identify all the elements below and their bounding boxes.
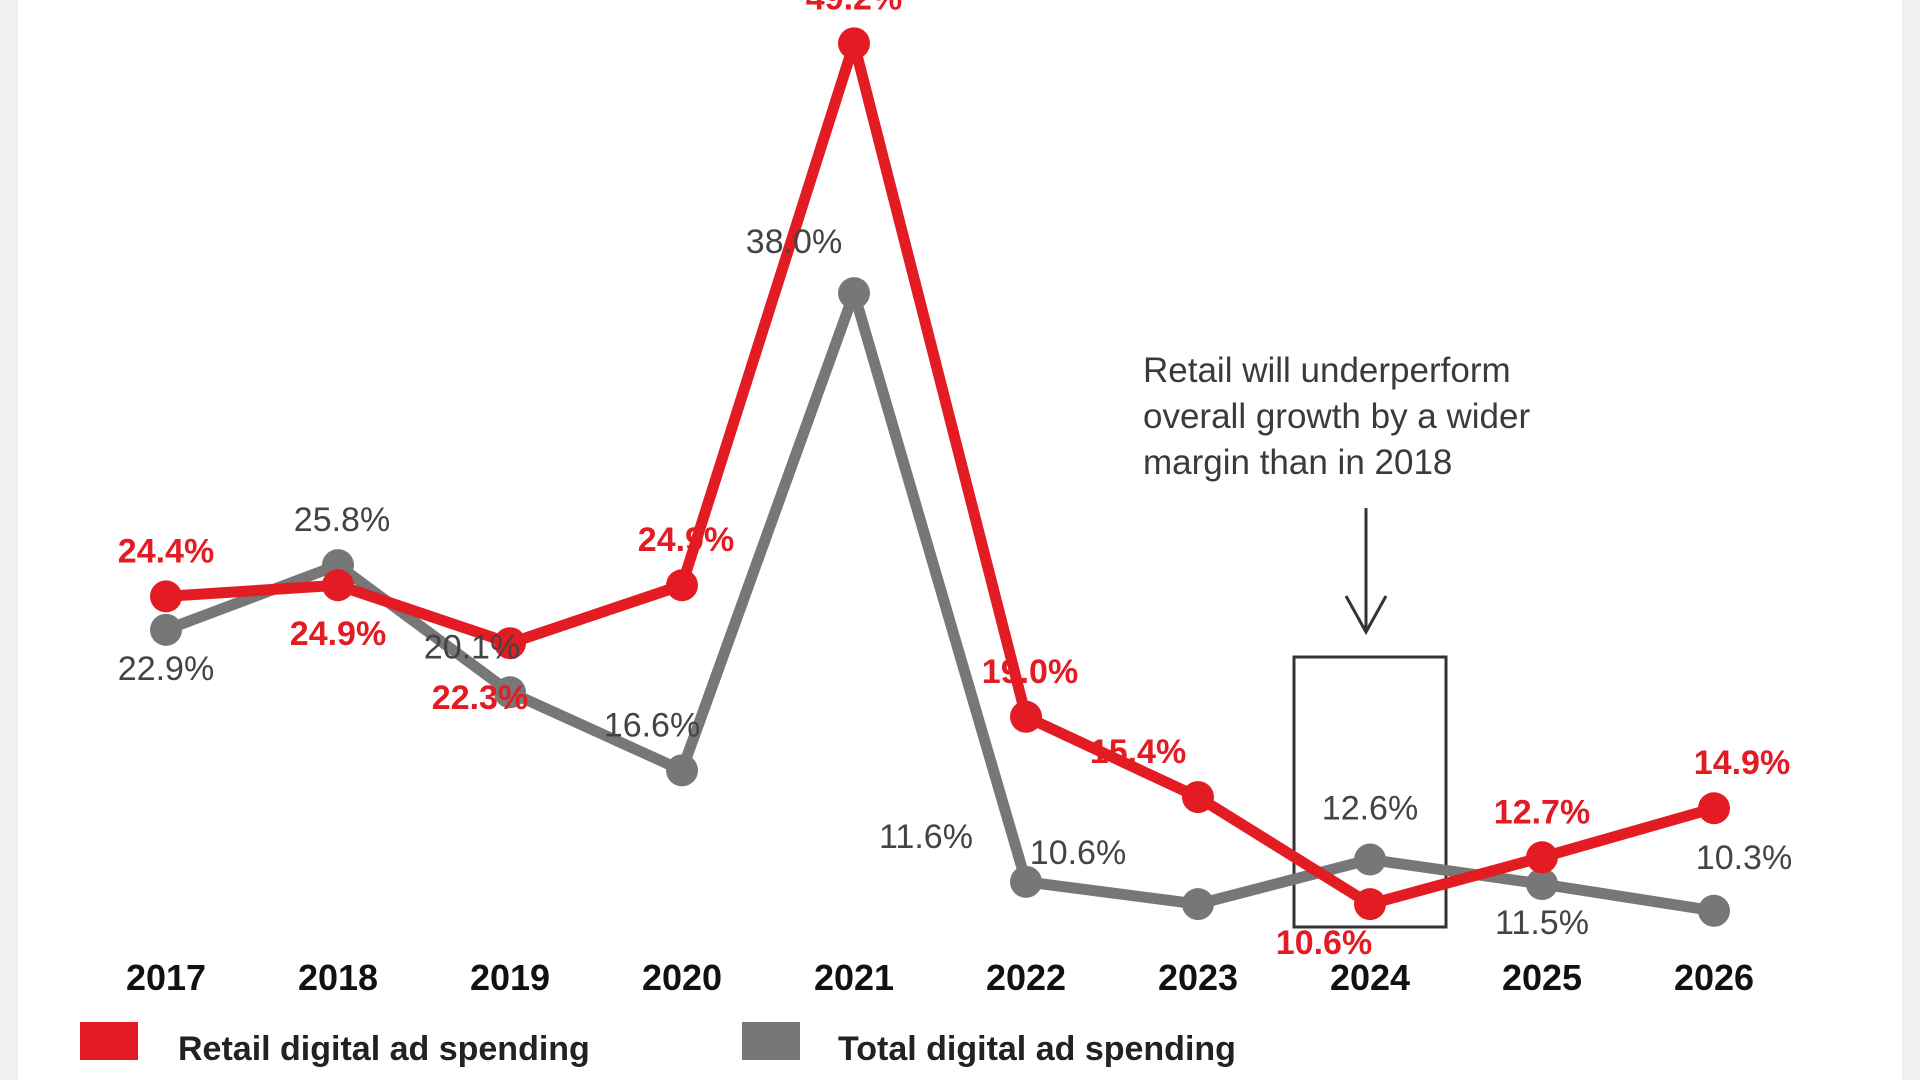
point-total-2025 <box>1526 868 1558 901</box>
point-total-2021 <box>838 277 870 310</box>
annotation: Retail will underperform overall growth … <box>1143 351 1530 636</box>
data-labels: 24.4% 24.9% 22.3% 24.9% 49.2% 19.0% 15.4% 10.6%… <box>118 0 1792 962</box>
highlight-layer <box>1292 655 1448 929</box>
data-label-total-2023: 10.6% <box>1030 834 1126 872</box>
point-total-2020 <box>666 754 698 787</box>
annotation-line-2: overall growth by a wider <box>1143 397 1530 436</box>
data-label-retail-2024: 10.6% <box>1276 924 1372 962</box>
point-retail-2017 <box>150 580 182 613</box>
point-retail-2020 <box>666 569 698 602</box>
data-label-total-2025: 11.5% <box>1495 904 1589 942</box>
data-label-total-2026: 10.3% <box>1696 839 1792 877</box>
point-retail-2019 <box>494 627 526 660</box>
data-label-total-2020: 16.6% <box>604 706 700 744</box>
data-label-retail-2020: 24.9% <box>638 521 734 559</box>
legend-label-total: Total digital ad spending <box>838 1030 1236 1068</box>
point-total-2026 <box>1698 894 1730 927</box>
data-label-retail-2023: 15.4% <box>1090 733 1186 771</box>
x-tick-2020: 2020 <box>642 957 722 998</box>
right-edge-strip <box>1902 0 1920 1080</box>
data-label-retail-2026: 14.9% <box>1694 744 1790 782</box>
x-tick-2019: 2019 <box>470 957 550 998</box>
x-tick-2026: 2026 <box>1674 957 1754 998</box>
point-total-2017 <box>150 613 182 646</box>
x-tick-2017: 2017 <box>126 957 206 998</box>
point-retail-2021 <box>838 27 870 60</box>
point-total-2019 <box>494 676 526 709</box>
series-line-retail <box>160 37 1720 910</box>
data-label-retail-2021: 49.2% <box>806 0 902 17</box>
data-label-total-2018: 25.8% <box>294 501 390 539</box>
data-label-retail-2019: 22.3% <box>432 679 528 717</box>
legend-swatch-total <box>742 1022 800 1060</box>
point-retail-2024 <box>1354 888 1386 921</box>
x-tick-2025: 2025 <box>1502 957 1582 998</box>
point-retail-2022 <box>1010 700 1042 733</box>
point-total-2023 <box>1182 888 1214 921</box>
x-tick-2023: 2023 <box>1158 957 1238 998</box>
annotation-line-1: Retail will underperform <box>1143 351 1511 390</box>
point-total-2022 <box>1010 865 1042 898</box>
legend: Retail digital ad spending Total digital… <box>80 1022 1236 1068</box>
data-label-total-2024: 12.6% <box>1322 790 1418 828</box>
data-label-total-2022: 11.6% <box>879 818 973 856</box>
data-label-total-2017: 22.9% <box>118 650 214 688</box>
x-tick-2024: 2024 <box>1330 957 1410 998</box>
x-tick-2018: 2018 <box>298 957 378 998</box>
data-label-total-2021: 38.0% <box>746 223 842 261</box>
x-tick-2021: 2021 <box>814 957 894 998</box>
series-points <box>150 27 1730 927</box>
annotation-arrow-head <box>1344 595 1388 636</box>
point-total-2024 <box>1354 843 1386 876</box>
left-edge-strip <box>0 0 18 1080</box>
series-lines <box>160 37 1720 917</box>
x-axis-ticks: 2017 2018 2019 2020 2021 2022 2023 2024 2025 2026 <box>126 957 1754 998</box>
data-label-retail-2025: 12.7% <box>1494 793 1590 831</box>
data-label-total-2019: 20.1% <box>424 628 520 666</box>
legend-swatch-retail <box>80 1022 138 1060</box>
point-retail-2026 <box>1698 792 1730 825</box>
annotation-line-3: margin than in 2018 <box>1143 443 1452 482</box>
data-label-retail-2018: 24.9% <box>290 615 386 653</box>
point-retail-2018 <box>322 569 354 602</box>
data-label-retail-2022: 19.0% <box>982 653 1078 691</box>
data-label-retail-2017: 24.4% <box>118 532 214 570</box>
point-retail-2025 <box>1526 841 1558 874</box>
point-retail-2023 <box>1182 781 1214 814</box>
highlight-box-2024 <box>1292 655 1448 929</box>
legend-label-retail: Retail digital ad spending <box>178 1030 590 1068</box>
series-line-total <box>160 287 1720 917</box>
x-tick-2022: 2022 <box>986 957 1066 998</box>
